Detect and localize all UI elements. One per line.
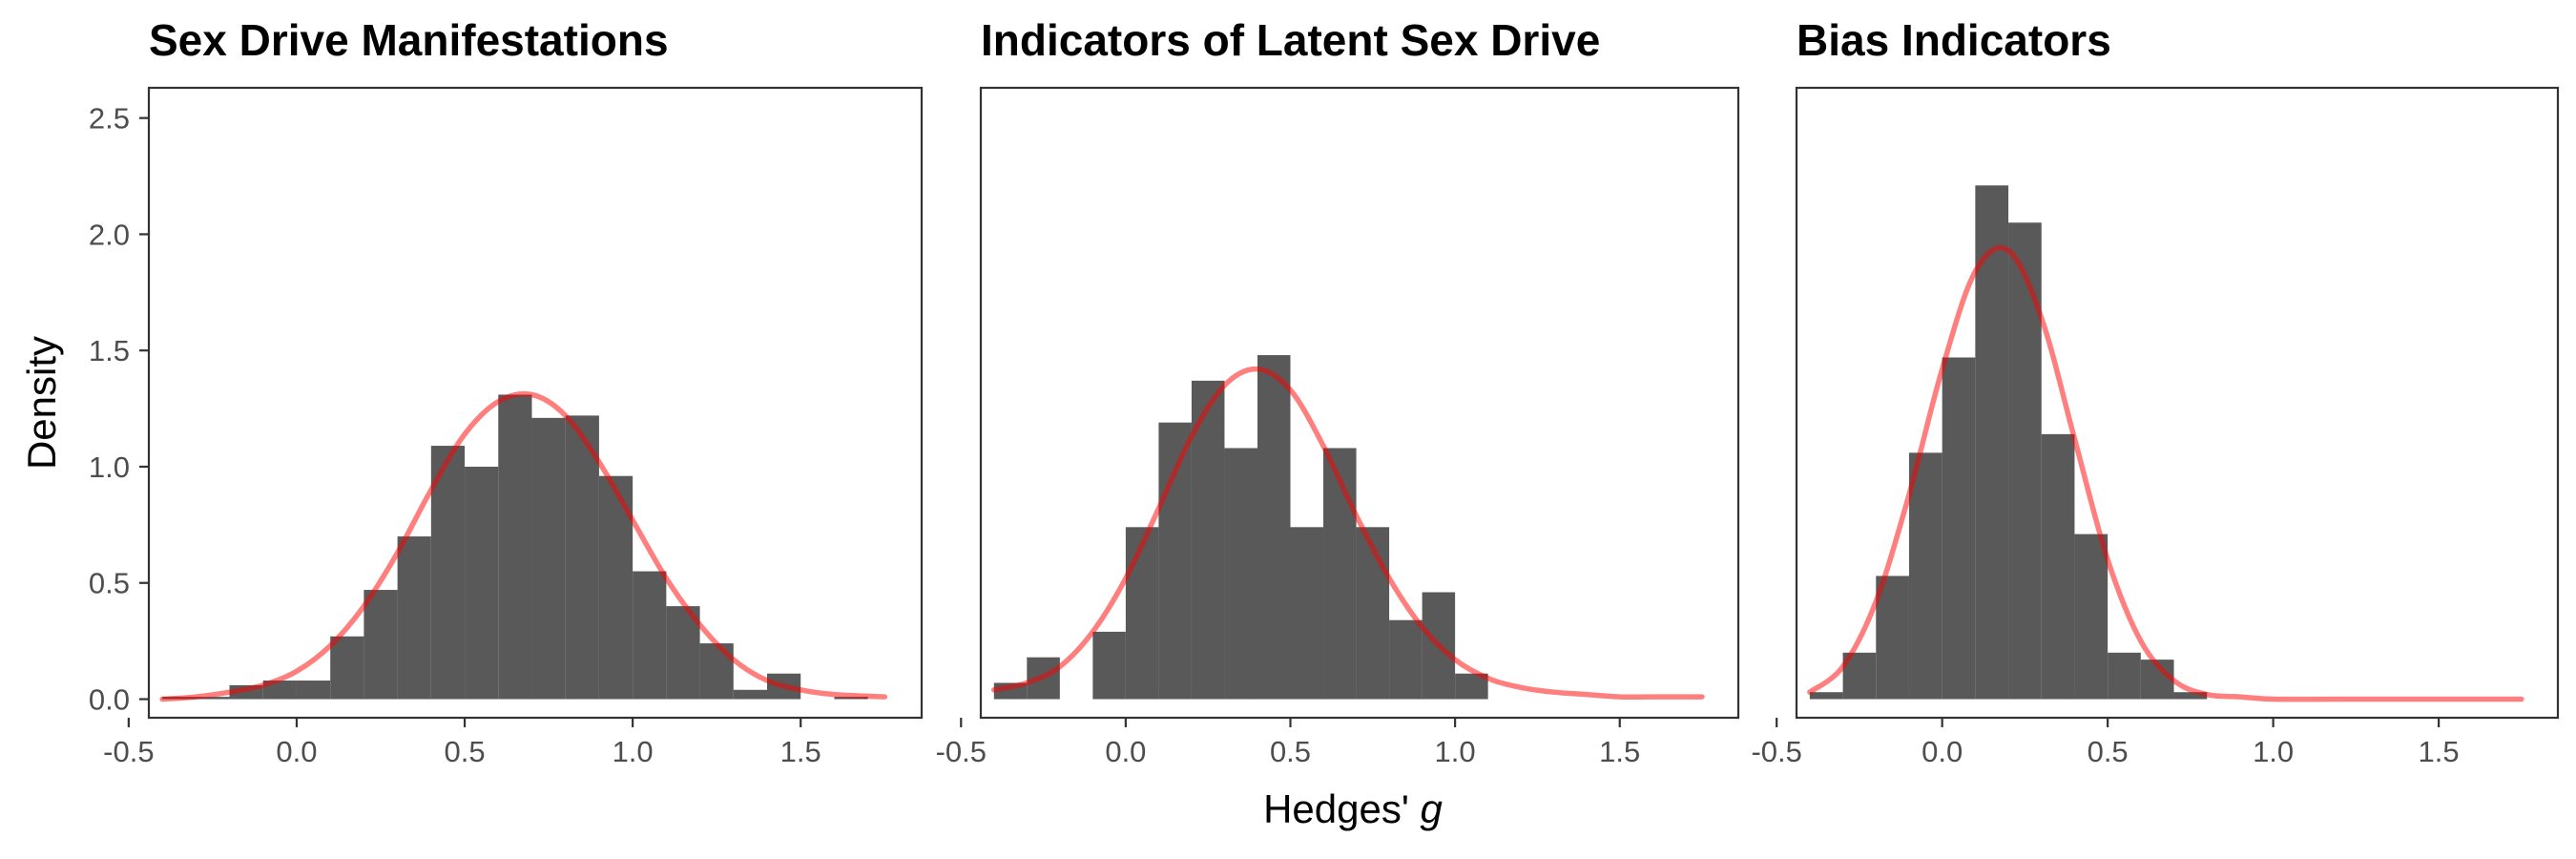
x-tick-label: 0.0 <box>1105 735 1146 768</box>
panel-title: Bias Indicators <box>1797 15 2111 65</box>
y-tick-label: 0.0 <box>89 683 130 717</box>
x-tick-label: 0.5 <box>2088 735 2129 768</box>
x-tick-label: 1.0 <box>2253 735 2294 768</box>
histogram-bar <box>296 681 331 700</box>
histogram-bar <box>1356 527 1390 700</box>
x-axis-title: Hedges' g <box>1263 786 1443 831</box>
x-tick-label: -0.5 <box>1751 735 1801 768</box>
x-tick-label: 1.5 <box>780 735 821 768</box>
histogram-bar <box>1257 355 1291 700</box>
x-tick-label: 0.5 <box>444 735 485 768</box>
x-axis-title-symbol: g <box>1421 786 1443 831</box>
panel-title: Indicators of Latent Sex Drive <box>981 15 1600 65</box>
histogram-bar <box>1389 619 1423 700</box>
histogram-bar <box>2041 433 2075 700</box>
panel-frame <box>1795 86 2560 720</box>
x-tick-label: 0.0 <box>1922 735 1963 768</box>
x-tick-label: 0.0 <box>276 735 317 768</box>
panel-2: Indicators of Latent Sex Drive -0.5 0.0 0.5… <box>936 15 1740 768</box>
panel-frame <box>147 86 924 720</box>
x-tick-label: 1.0 <box>1435 735 1476 768</box>
histogram-bar <box>465 466 499 700</box>
histogram-bar <box>1809 692 1843 700</box>
y-tick-label: 0.5 <box>89 567 130 600</box>
histogram-bar <box>1224 448 1257 700</box>
panel-1: Sex Drive Manifestations -0.5 0.0 0.5 1.0 1.5… <box>89 15 924 768</box>
histogram-bar <box>1942 357 1976 700</box>
histogram-bar <box>2173 692 2208 700</box>
y-tick-label: 2.0 <box>89 218 130 251</box>
histogram-bar <box>1158 422 1192 700</box>
histogram-bar <box>196 697 230 700</box>
histogram-bar <box>1975 185 2009 700</box>
x-tick-label: 1.5 <box>1599 735 1640 768</box>
density-curve <box>991 366 1705 701</box>
histogram-bar <box>330 636 364 700</box>
y-tick-label: 2.5 <box>89 102 130 136</box>
panels: Sex Drive Manifestations -0.5 0.0 0.5 1.0 1.5… <box>89 15 2560 768</box>
x-tick-label: 0.5 <box>1270 735 1311 768</box>
x-tick-label: 1.0 <box>613 735 654 768</box>
x-tick-label: -0.5 <box>103 735 154 768</box>
histogram-bar <box>1092 631 1126 700</box>
panel-title: Sex Drive Manifestations <box>149 15 669 65</box>
y-tick-label: 1.5 <box>89 334 130 367</box>
histogram-bar <box>430 446 466 700</box>
histogram-bar <box>1876 576 1909 700</box>
histogram-bar <box>633 571 667 700</box>
histogram-bar <box>364 590 398 700</box>
y-tick-label: 1.0 <box>89 450 130 484</box>
histogram-bar <box>2108 652 2141 700</box>
histogram-bar <box>531 417 566 700</box>
x-axis-title-prefix: Hedges' <box>1263 786 1420 831</box>
histogram-bar <box>1290 527 1324 700</box>
histogram-bar <box>1323 448 1357 700</box>
histogram-bar <box>565 415 599 700</box>
histogram-bar <box>733 689 767 700</box>
x-tick-label: -0.5 <box>936 735 987 768</box>
density-curve <box>1807 244 2524 702</box>
histogram-bar <box>397 536 431 700</box>
histogram-bar <box>1908 452 1942 700</box>
histogram-bar <box>2008 222 2042 700</box>
y-axis-title: Density <box>19 336 64 470</box>
histogram-bar <box>1191 380 1225 700</box>
x-tick-label: 1.5 <box>2419 735 2460 768</box>
histogram-bar <box>498 394 532 700</box>
panel-3: Bias Indicators -0.5 0.0 0.5 1.0 1.5 <box>1751 15 2560 768</box>
histogram-bar <box>1125 527 1159 700</box>
histogram-bar <box>2074 534 2109 700</box>
density-curve <box>159 390 888 702</box>
panel-frame <box>979 86 1740 720</box>
